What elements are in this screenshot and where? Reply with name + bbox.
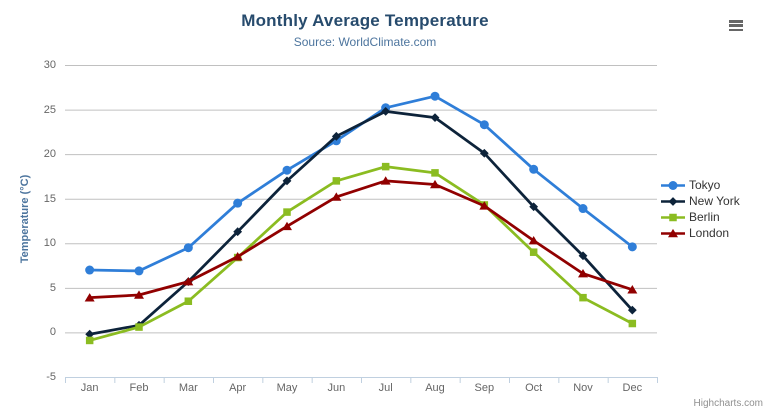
series-london[interactable] <box>84 176 638 302</box>
hamburger-icon <box>729 20 743 23</box>
data-point[interactable] <box>380 176 391 185</box>
data-point[interactable] <box>479 148 489 158</box>
data-point[interactable] <box>578 251 588 261</box>
data-point[interactable] <box>479 201 490 210</box>
legend-label: Berlin <box>689 210 720 224</box>
x-axis-label: Oct <box>525 382 543 394</box>
data-point[interactable] <box>381 162 390 171</box>
data-point[interactable] <box>135 323 143 331</box>
series-tokyo[interactable] <box>85 91 637 276</box>
data-point[interactable] <box>282 165 292 175</box>
data-point[interactable] <box>628 319 637 328</box>
legend-label: New York <box>689 194 740 208</box>
data-point[interactable] <box>183 243 193 253</box>
legend-label: London <box>689 226 730 240</box>
data-point[interactable] <box>233 198 243 208</box>
data-point[interactable] <box>85 336 94 345</box>
legend-marker-triangle-icon <box>661 228 685 237</box>
data-point[interactable] <box>184 297 193 305</box>
data-point[interactable] <box>381 106 391 116</box>
data-point[interactable] <box>430 91 440 101</box>
x-axis-label: Apr <box>229 382 247 394</box>
hamburger-icon <box>729 24 743 27</box>
y-axis-label: 15 <box>43 192 56 205</box>
y-axis-label: 10 <box>43 237 56 250</box>
data-point[interactable] <box>529 164 539 174</box>
hamburger-icon <box>729 28 743 32</box>
data-point[interactable] <box>431 169 439 177</box>
data-point[interactable] <box>579 293 587 302</box>
data-point[interactable] <box>85 265 95 275</box>
y-axis-label: -5 <box>46 371 56 383</box>
legend-item-london[interactable]: London <box>661 225 740 241</box>
data-point[interactable] <box>627 242 637 252</box>
data-point[interactable] <box>668 228 678 237</box>
chart-subtitle: Source: WorldClimate.com <box>293 35 437 49</box>
data-point[interactable] <box>282 176 292 186</box>
data-point[interactable] <box>669 213 677 221</box>
data-point[interactable] <box>479 120 489 130</box>
legend-item-tokyo[interactable]: Tokyo <box>661 177 740 193</box>
legend-marker-diamond-icon <box>661 196 685 206</box>
x-axis-label: Jul <box>378 382 393 394</box>
x-axis-label: Dec <box>622 382 643 394</box>
data-point[interactable] <box>331 131 341 141</box>
credits-link[interactable]: Highcharts.com <box>693 398 763 409</box>
legend: Tokyo New York Berlin London <box>661 177 740 241</box>
data-point[interactable] <box>85 329 95 339</box>
y-axis-label: 20 <box>43 148 56 161</box>
x-axis-label: Nov <box>573 382 593 394</box>
data-point[interactable] <box>627 285 638 294</box>
legend-label: Tokyo <box>689 178 721 192</box>
data-point[interactable] <box>529 202 539 212</box>
series-line-berlin[interactable] <box>88 165 634 342</box>
data-point[interactable] <box>668 196 678 206</box>
y-axis-label: 5 <box>49 281 56 294</box>
y-axis-label: 0 <box>49 326 56 339</box>
data-point[interactable] <box>134 290 144 299</box>
data-point[interactable] <box>283 208 291 216</box>
legend-item-new-york[interactable]: New York <box>661 193 740 209</box>
x-axis-label: Jun <box>327 382 346 394</box>
data-point[interactable] <box>578 204 588 214</box>
context-menu-button[interactable] <box>727 18 745 33</box>
legend-item-berlin[interactable]: Berlin <box>661 209 740 225</box>
data-point[interactable] <box>84 293 95 302</box>
data-point[interactable] <box>578 268 588 278</box>
data-point[interactable] <box>430 179 440 189</box>
data-point[interactable] <box>232 252 243 261</box>
x-axis-label: Jan <box>80 382 99 394</box>
series-new-york[interactable] <box>85 106 637 339</box>
data-point[interactable] <box>627 305 637 315</box>
data-point[interactable] <box>529 248 538 256</box>
data-point[interactable] <box>331 192 342 201</box>
x-axis <box>65 377 658 383</box>
series-line-new-york[interactable] <box>88 109 634 336</box>
y-axis-label: 25 <box>43 103 56 116</box>
data-point[interactable] <box>430 113 440 122</box>
x-axis-label: Mar <box>178 382 198 394</box>
x-axis-label: Sep <box>474 382 495 394</box>
series-line-london[interactable] <box>88 179 634 300</box>
data-point[interactable] <box>183 277 194 286</box>
y-axis-label: 30 <box>43 59 56 71</box>
data-point[interactable] <box>282 221 292 231</box>
legend-marker-circle-icon <box>661 180 685 190</box>
data-point[interactable] <box>134 266 144 276</box>
x-axis-label: Feb <box>129 382 149 394</box>
data-point[interactable] <box>233 227 243 237</box>
x-axis-label: May <box>276 382 298 394</box>
legend-marker-square-icon <box>661 213 685 221</box>
x-axis-label: Aug <box>425 382 445 394</box>
data-point[interactable] <box>332 177 341 185</box>
chart-title: Monthly Average Temperature <box>241 11 489 30</box>
data-point[interactable] <box>528 236 539 245</box>
gridlines <box>65 65 657 378</box>
data-point[interactable] <box>668 180 678 190</box>
